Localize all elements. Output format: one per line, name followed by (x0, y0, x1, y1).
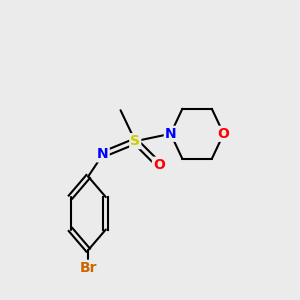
Text: N: N (97, 147, 109, 161)
Text: N: N (165, 127, 176, 141)
Text: S: S (130, 134, 140, 148)
Text: O: O (153, 158, 165, 172)
Text: Br: Br (80, 261, 97, 275)
Text: O: O (218, 127, 230, 141)
